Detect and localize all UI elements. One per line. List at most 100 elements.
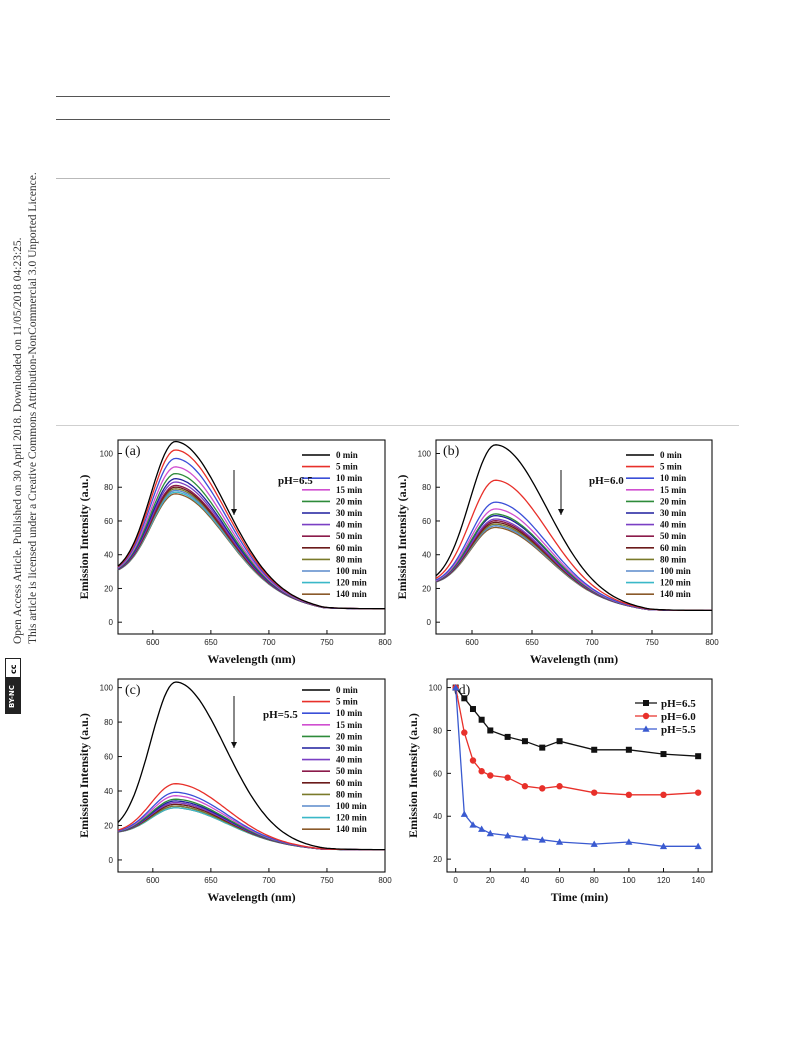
legend-label: 40 min [660,520,686,530]
y-tick-label: 80 [422,483,431,492]
legend-label: 60 min [660,543,686,553]
cc-license-badge[interactable]: cc BY-NC [5,658,21,714]
data-point [590,840,598,847]
legend-label: 10 min [336,473,362,483]
data-point [504,733,511,740]
legend-label: 30 min [660,508,686,518]
y-tick-label: 60 [104,517,113,526]
y-tick-label: 40 [104,551,113,560]
y-tick-label: 80 [433,726,442,735]
plot-frame [435,439,713,635]
data-point [460,810,468,817]
data-point [694,842,702,850]
data-point [591,746,598,753]
panel-label: (a) [125,444,141,459]
y-tick-label: 0 [109,856,114,865]
legend-label: 60 min [336,778,362,788]
x-tick-label: 800 [705,638,719,647]
legend-label: 80 min [336,554,362,564]
data-point [625,838,633,845]
data-point [487,727,494,734]
data-point [461,695,468,702]
spectrum-line [117,681,385,851]
x-axis-label: Wavelength (nm) [207,890,295,904]
y-tick-label: 40 [422,551,431,560]
legend-label: 10 min [336,708,362,718]
y-tick-label: 20 [104,821,113,830]
data-point [461,729,468,736]
legend-label: 120 min [336,813,367,823]
data-point [469,821,477,828]
y-tick-label: 100 [429,684,443,693]
y-tick-label: 20 [422,584,431,593]
x-tick-label: 40 [520,876,529,885]
data-point [469,706,476,713]
data-point [660,791,667,798]
legend-label: 140 min [336,589,367,599]
y-tick-label: 80 [104,483,113,492]
legend-label: 50 min [660,531,686,541]
data-point [694,789,702,796]
data-point [504,774,511,781]
data-point [478,716,485,723]
x-tick-label: 750 [320,638,334,647]
x-tick-label: 20 [486,876,495,885]
x-tick-label: 650 [204,876,218,885]
legend-label: 5 min [336,462,358,472]
x-tick-label: 140 [691,876,705,885]
legend-label: 30 min [336,743,362,753]
legend-label: 10 min [660,473,686,483]
data-point [521,738,528,745]
license-sidebar: Open Access Article. Published on 30 Apr… [0,0,40,714]
y-axis-label: Emission Intensity (a.u.) [406,713,420,838]
y-tick-label: 80 [104,718,113,727]
ph-annotation: pH=5.5 [263,709,298,721]
legend-label: 100 min [336,566,367,576]
data-point [556,738,563,745]
x-tick-label: 100 [622,876,636,885]
y-tick-label: 60 [104,753,113,762]
legend-label: 50 min [336,766,362,776]
y-tick-label: 20 [433,855,442,864]
legend-label: 20 min [336,496,362,506]
x-tick-label: 80 [590,876,599,885]
y-tick-label: 60 [422,517,431,526]
x-tick-label: 700 [585,638,599,647]
legend-label: pH=6.5 [661,698,696,710]
x-axis-label: Wavelength (nm) [207,652,295,666]
legend-label: 0 min [336,450,358,460]
data-point [487,772,494,779]
x-tick-label: 750 [645,638,659,647]
y-axis-label: Emission Intensity (a.u.) [395,475,409,600]
legend-label: 40 min [336,755,362,765]
x-tick-label: 600 [146,876,160,885]
data-point [478,768,485,775]
data-point [504,831,512,839]
data-point [452,683,460,691]
chart-panel-a: 600 650 700 750 800 0 20 40 60 80 100 Wavelength (n… [77,439,392,666]
legend-label: 100 min [660,566,691,576]
chart-panel-c: 600 650 700 750 800 0 20 40 60 80 100 Wavelength (n… [77,678,392,904]
spectrum-line [117,440,385,610]
plot-frame [117,439,386,635]
data-point [478,825,486,832]
legend-label: 15 min [336,720,362,730]
x-tick-label: 650 [525,638,539,647]
x-tick-label: 650 [204,638,218,647]
plot-frame [117,678,386,873]
legend-label: 120 min [336,578,367,588]
legend-label: pH=5.5 [661,724,696,736]
legend-label: 40 min [336,520,362,530]
legend-label: 30 min [336,508,362,518]
x-tick-label: 800 [378,876,392,885]
y-tick-label: 100 [418,449,432,458]
decrease-arrowhead [231,509,237,515]
chart-panel-b: 600 650 700 750 800 0 20 40 60 80 100 Wavelength (n… [395,439,719,666]
spectrum-line [435,444,712,612]
data-point [591,789,598,796]
x-tick-label: 120 [657,876,671,885]
legend-marker [642,725,650,732]
data-point [625,746,632,753]
y-tick-label: 40 [104,787,113,796]
data-point [469,757,477,764]
